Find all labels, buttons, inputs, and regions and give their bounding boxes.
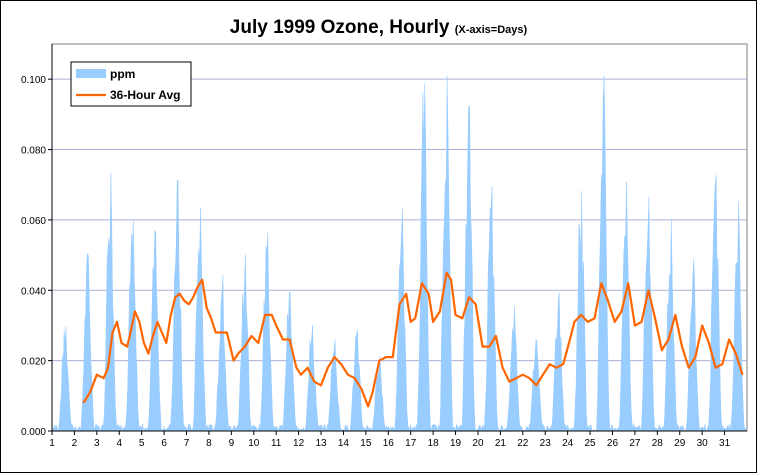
y-tick-label: 0.080 bbox=[21, 146, 46, 157]
ppm-area-series bbox=[51, 75, 747, 432]
legend: ppm 36-Hour Avg bbox=[70, 61, 192, 107]
x-tick-label: 13 bbox=[315, 438, 327, 449]
x-tick-label: 28 bbox=[652, 438, 664, 449]
x-tick-label: 14 bbox=[338, 438, 350, 449]
x-tick-label: 24 bbox=[562, 438, 574, 449]
x-tick-label: 8 bbox=[206, 438, 212, 449]
x-tick-label: 15 bbox=[360, 438, 372, 449]
x-tick-label: 2 bbox=[72, 438, 78, 449]
y-tick-label: 0.040 bbox=[21, 286, 46, 297]
x-tick-label: 17 bbox=[405, 438, 417, 449]
legend-label-ppm: ppm bbox=[110, 67, 135, 81]
x-tick-label: 16 bbox=[383, 438, 395, 449]
x-tick-label: 7 bbox=[184, 438, 190, 449]
y-tick-label: 0.000 bbox=[21, 427, 46, 438]
y-tick-label: 0.020 bbox=[21, 357, 46, 368]
y-tick-label: 0.100 bbox=[21, 75, 46, 86]
x-tick-label: 31 bbox=[719, 438, 731, 449]
x-tick-label: 5 bbox=[139, 438, 145, 449]
chart-subtitle: (X-axis=Days) bbox=[454, 24, 528, 36]
x-tick-label: 30 bbox=[697, 438, 709, 449]
x-tick-label: 21 bbox=[495, 438, 507, 449]
x-tick-label: 26 bbox=[607, 438, 619, 449]
x-tick-label: 4 bbox=[116, 438, 122, 449]
x-tick-label: 11 bbox=[271, 438, 282, 449]
x-tick-label: 22 bbox=[517, 438, 529, 449]
x-tick-label: 10 bbox=[248, 438, 260, 449]
x-tick-label: 25 bbox=[585, 438, 597, 449]
x-tick-label: 3 bbox=[94, 438, 100, 449]
x-tick-label: 1 bbox=[49, 438, 55, 449]
x-tick-label: 18 bbox=[428, 438, 440, 449]
y-tick-label: 0.060 bbox=[21, 216, 46, 227]
x-tick-label: 23 bbox=[540, 438, 552, 449]
chart-title-block: July 1999 Ozone, Hourly (X-axis=Days) bbox=[0, 17, 757, 39]
chart-title: July 1999 Ozone, Hourly bbox=[229, 17, 450, 38]
x-tick-label: 9 bbox=[229, 438, 235, 449]
legend-swatch-ppm bbox=[76, 69, 106, 78]
x-tick-label: 27 bbox=[629, 438, 641, 449]
x-tick-label: 19 bbox=[450, 438, 462, 449]
x-tick-label: 20 bbox=[472, 438, 484, 449]
x-tick-label: 12 bbox=[293, 438, 305, 449]
x-tick-label: 6 bbox=[161, 438, 167, 449]
x-tick-label: 29 bbox=[674, 438, 686, 449]
legend-label-avg: 36-Hour Avg bbox=[110, 88, 180, 102]
avg-line-series bbox=[82, 271, 744, 408]
